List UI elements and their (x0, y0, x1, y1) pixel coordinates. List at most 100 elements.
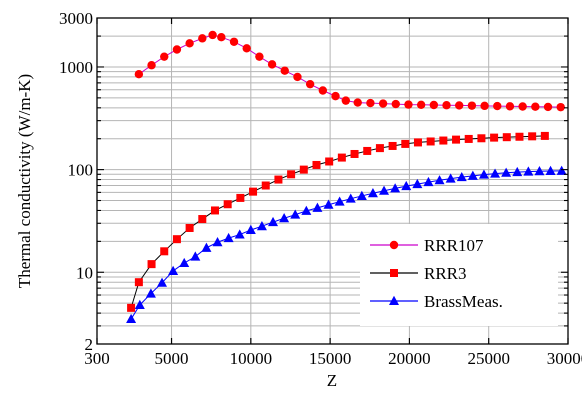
data-point (404, 100, 413, 109)
y-tick-label: 100 (68, 161, 94, 180)
data-point (523, 166, 534, 176)
data-point (172, 235, 181, 244)
data-point (267, 60, 277, 69)
data-point (268, 216, 279, 227)
data-point (493, 101, 502, 111)
data-point (341, 96, 351, 105)
data-point (490, 168, 501, 178)
data-point (423, 176, 434, 187)
data-point (540, 131, 549, 140)
data-point (126, 313, 137, 324)
data-point (350, 149, 359, 158)
data-point (208, 30, 217, 40)
data-point (236, 193, 245, 202)
data-point (456, 171, 467, 182)
data-point (179, 257, 190, 268)
series-line (138, 34, 561, 108)
legend: RRR107 RRR3 BrassMeas. (360, 224, 558, 326)
data-point (467, 101, 477, 110)
data-point (198, 215, 207, 224)
series-line (130, 170, 562, 320)
data-point (168, 265, 179, 275)
data-point (210, 206, 219, 215)
x-axis-label: Z (327, 371, 337, 390)
data-point (185, 223, 194, 232)
legend-marker (389, 295, 399, 305)
data-point (134, 299, 145, 309)
data-point (455, 101, 464, 110)
data-point (134, 70, 144, 79)
series-line (130, 135, 545, 308)
data-point (429, 100, 439, 110)
data-point (480, 101, 489, 111)
series-rrr3 (127, 131, 549, 312)
data-point (160, 52, 169, 61)
data-point (467, 170, 478, 180)
data-point (261, 181, 270, 190)
data-point (528, 132, 537, 141)
legend-marker (389, 240, 399, 250)
plot-frame (96, 17, 569, 345)
data-point (401, 139, 410, 148)
data-point (375, 144, 384, 153)
data-point (201, 242, 212, 252)
data-point (416, 100, 426, 110)
data-point (331, 91, 340, 101)
data-point (127, 303, 136, 312)
data-point (490, 133, 499, 142)
data-point (229, 37, 239, 46)
data-point (556, 165, 567, 175)
data-point (518, 102, 527, 111)
data-point (312, 202, 323, 212)
data-point (388, 141, 397, 150)
data-point (512, 166, 523, 177)
axis-ticks (96, 18, 569, 344)
x-tick-label: 300 (84, 349, 110, 368)
data-point (545, 165, 556, 175)
data-point (293, 72, 302, 82)
data-point (312, 160, 321, 169)
data-point (279, 213, 290, 223)
data-point (255, 52, 264, 61)
data-point (390, 183, 401, 193)
data-point (501, 167, 512, 177)
data-point (323, 199, 334, 209)
data-point (345, 193, 356, 203)
data-point (223, 232, 234, 243)
data-point (305, 79, 315, 89)
data-point (531, 102, 540, 111)
data-point (157, 277, 168, 287)
data-point (353, 98, 362, 107)
data-point (147, 260, 156, 269)
legend-label: RRR3 (424, 264, 467, 283)
data-point (391, 99, 400, 109)
data-point (256, 221, 267, 231)
data-point (413, 138, 422, 147)
series-rrr107 (134, 30, 565, 112)
data-point (212, 237, 223, 247)
x-tick-label: 25000 (467, 349, 510, 368)
legend-label: BrassMeas. (424, 292, 503, 311)
y-tick-label: 10 (76, 263, 93, 282)
data-point (401, 180, 412, 191)
y-axis-label: Thermal conductivity (W/m-K) (15, 74, 34, 288)
data-point (299, 165, 308, 174)
data-series-layer (126, 30, 567, 324)
x-tick-label: 10000 (230, 349, 273, 368)
data-point (439, 136, 448, 145)
tick-labels: 300 5000 10000 15000 20000 25000 30000 2 10 100 10… (59, 9, 582, 368)
data-point (325, 157, 334, 166)
data-point (426, 137, 435, 146)
data-point (502, 133, 511, 142)
data-point (190, 251, 201, 261)
data-point (515, 132, 524, 141)
data-point (242, 44, 251, 53)
x-tick-label: 20000 (388, 349, 431, 368)
data-point (301, 205, 312, 215)
data-point (160, 247, 169, 256)
x-tick-label: 15000 (309, 349, 352, 368)
data-point (477, 134, 486, 143)
x-tick-label: 30000 (547, 349, 582, 368)
data-point (334, 196, 345, 206)
data-point (290, 209, 301, 219)
